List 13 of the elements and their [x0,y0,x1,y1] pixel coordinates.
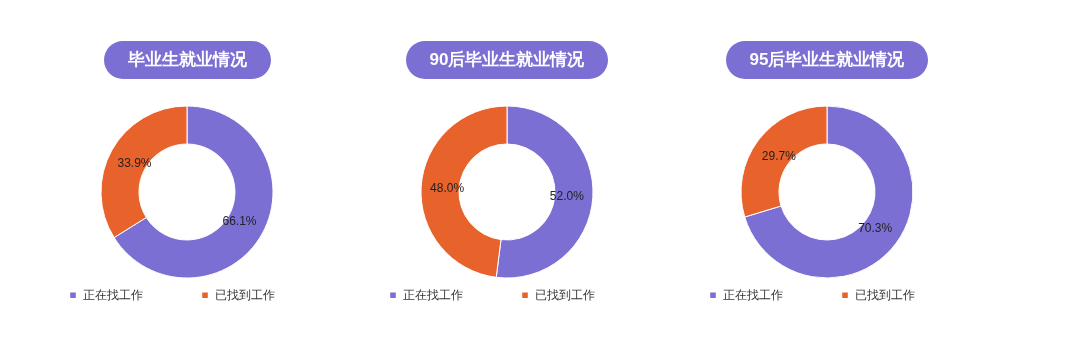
legend-label: 已找到工作 [535,288,595,303]
chart-title: 毕业生就业情况 [103,41,271,79]
legend-label: 已找到工作 [855,288,915,303]
legend-label: 已找到工作 [215,288,275,303]
data-label: 66.1% [222,214,257,229]
data-label: 29.7% [761,149,797,164]
data-label: 70.3% [858,220,893,235]
legend-label: 正在找工作 [403,288,463,303]
chart-title: 90后毕业生就业情况 [405,41,609,79]
legend-label: 正在找工作 [83,288,143,303]
legend-label: 正在找工作 [723,288,783,303]
chart-title: 95后毕业生就业情况 [725,41,929,79]
donut-slice [744,105,914,279]
